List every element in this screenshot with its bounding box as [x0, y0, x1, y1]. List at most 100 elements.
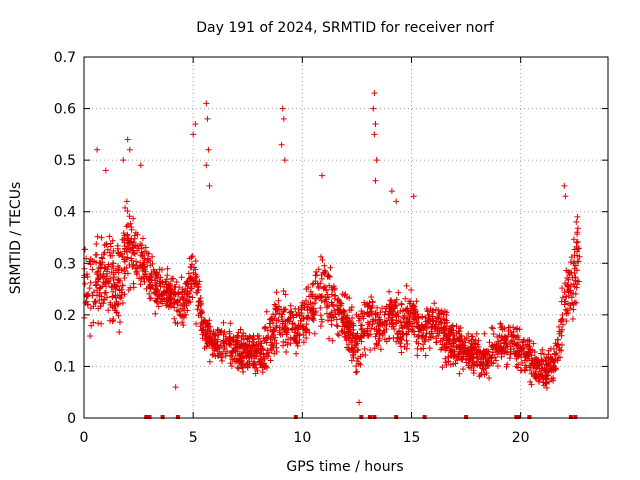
data-point: [308, 314, 315, 321]
data-point: [486, 339, 493, 346]
data-point: [456, 328, 463, 335]
data-point: [185, 270, 192, 277]
data-point: [222, 333, 229, 340]
data-point: [182, 280, 189, 287]
data-point: [102, 289, 109, 296]
data-point: [196, 278, 203, 285]
data-point: [325, 272, 332, 279]
data-point: [123, 198, 130, 205]
data-point: [393, 338, 400, 345]
data-point: [422, 337, 429, 343]
data-point: [346, 307, 353, 314]
data-point: [137, 162, 144, 169]
data-point: [126, 146, 133, 153]
data-point: [558, 347, 565, 354]
data-point: [395, 289, 402, 296]
data-point: [317, 312, 324, 319]
zero-data-point: [422, 415, 427, 419]
data-point: [468, 365, 475, 372]
data-point: [494, 363, 501, 369]
data-point: [514, 364, 521, 371]
data-point: [350, 330, 357, 337]
data-point: [115, 300, 122, 307]
x-tick-label: 0: [80, 430, 89, 446]
data-point: [398, 349, 405, 356]
data-point: [415, 340, 422, 347]
data-point: [131, 232, 138, 239]
data-point: [574, 278, 581, 284]
data-point: [437, 337, 444, 344]
data-point: [152, 289, 159, 296]
data-point: [421, 324, 428, 331]
data-point: [349, 352, 356, 359]
data-point: [147, 295, 154, 302]
data-point: [553, 350, 560, 357]
data-point: [150, 266, 157, 273]
data-point: [401, 343, 408, 350]
data-point: [510, 324, 517, 331]
data-point: [279, 311, 286, 318]
data-point: [338, 316, 345, 323]
data-point: [226, 341, 233, 348]
data-point: [364, 311, 370, 317]
data-point: [174, 297, 181, 304]
data-point: [414, 352, 421, 359]
x-tick-label: 20: [512, 430, 530, 446]
data-point: [430, 307, 437, 314]
data-point: [124, 236, 131, 242]
data-point: [144, 259, 151, 266]
data-point: [368, 294, 375, 300]
data-point: [250, 360, 257, 367]
data-point: [449, 322, 456, 329]
data-point: [115, 277, 122, 284]
data-point: [470, 336, 476, 343]
data-point: [309, 315, 316, 322]
data-point: [204, 115, 211, 122]
data-point: [383, 303, 390, 310]
data-point: [563, 318, 570, 324]
data-point: [171, 315, 178, 322]
data-point: [156, 291, 163, 298]
data-point: [272, 311, 279, 318]
data-point: [368, 325, 375, 332]
data-point: [336, 306, 342, 313]
data-point: [329, 286, 336, 293]
data-point: [193, 320, 200, 327]
data-point: [313, 268, 320, 275]
data-point: [106, 233, 113, 240]
data-point: [569, 316, 576, 322]
data-point: [428, 328, 435, 335]
data-point: [227, 352, 234, 359]
data-point: [300, 325, 307, 332]
data-point: [406, 300, 413, 307]
data-point: [240, 340, 247, 347]
data-point: [561, 182, 568, 189]
data-point: [461, 336, 468, 342]
y-tick-label: 0.4: [54, 205, 76, 221]
data-point: [358, 308, 365, 315]
data-point: [107, 275, 114, 282]
data-point: [152, 273, 159, 280]
data-point: [372, 177, 379, 184]
data-point: [387, 297, 394, 304]
data-point: [465, 330, 472, 337]
data-point: [568, 269, 575, 276]
data-point: [387, 305, 394, 312]
data-point: [341, 329, 348, 336]
data-point: [310, 280, 317, 287]
data-point: [574, 267, 580, 274]
data-point: [530, 340, 537, 347]
data-point: [87, 261, 94, 268]
data-point: [141, 278, 148, 285]
y-tick-label: 0.2: [54, 308, 76, 324]
data-point: [187, 288, 194, 295]
data-point: [279, 105, 286, 112]
data-point: [371, 131, 378, 138]
data-point: [486, 375, 493, 381]
data-point: [203, 100, 210, 107]
data-point: [139, 235, 146, 242]
data-point: [570, 306, 577, 313]
data-point: [219, 357, 226, 364]
data-point: [520, 336, 527, 343]
data-point: [335, 296, 342, 303]
